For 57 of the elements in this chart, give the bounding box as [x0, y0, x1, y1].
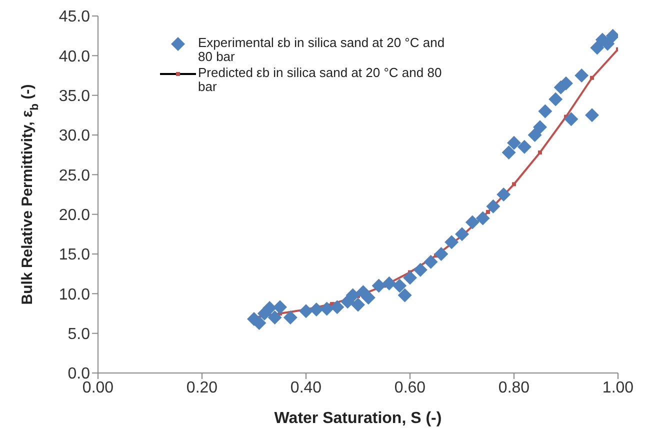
- point: [444, 235, 459, 250]
- y-tick-label: 40.0: [58, 48, 90, 66]
- y-tick-label: 15.0: [58, 246, 90, 264]
- point: [392, 278, 407, 293]
- y-tick-label: 5.0: [68, 326, 90, 344]
- x-tick-label: 0.20: [186, 379, 218, 396]
- point: [299, 304, 313, 318]
- point: [517, 140, 532, 154]
- point: [262, 300, 277, 315]
- x-tick-label: 0.80: [498, 379, 530, 396]
- point: [268, 310, 282, 324]
- point: [273, 300, 287, 314]
- point: [528, 128, 542, 142]
- point: [502, 145, 516, 160]
- point: [351, 298, 365, 312]
- point: [486, 210, 490, 214]
- point: [590, 40, 604, 55]
- point: [548, 92, 563, 106]
- point: [496, 188, 511, 202]
- point: [413, 262, 428, 277]
- point: [486, 199, 500, 214]
- point: [320, 302, 334, 316]
- x-tick-label: 0.60: [394, 379, 426, 396]
- point: [455, 227, 469, 242]
- y-tick-label: 25.0: [58, 167, 90, 184]
- point: [590, 76, 594, 80]
- point: [585, 108, 599, 122]
- point: [382, 276, 396, 290]
- x-axis-title: Water Saturation, S (-): [274, 410, 442, 427]
- x-tick-label: 1.00: [602, 379, 634, 396]
- point: [361, 290, 376, 305]
- point: [538, 150, 542, 154]
- point: [512, 182, 516, 186]
- x-tick-label: 0.40: [290, 379, 322, 396]
- point: [372, 278, 386, 293]
- point: [465, 215, 480, 230]
- point: [533, 120, 547, 134]
- legend-label: Predicted εb in silica sand at 20 °C and 80 bar: [198, 65, 443, 94]
- point: [564, 112, 578, 126]
- y-tick-label: 35.0: [58, 88, 90, 106]
- point: [346, 288, 360, 302]
- point: [330, 300, 344, 314]
- point: [283, 310, 298, 324]
- point: [476, 211, 490, 226]
- point: [574, 68, 589, 82]
- point: [309, 302, 324, 317]
- point: [424, 254, 438, 269]
- point: [403, 270, 417, 285]
- point: [434, 247, 448, 261]
- point: [398, 288, 412, 302]
- point: [507, 136, 521, 150]
- point: [538, 104, 552, 118]
- y-tick-label: 30.0: [58, 128, 90, 145]
- y-tick-label: 45.0: [58, 8, 90, 26]
- legend-label: Experimental εb in silica sand at 20 °C and 80 bar: [198, 35, 446, 64]
- y-tick-label: 10.0: [58, 286, 90, 304]
- y-tick-label: 20.0: [58, 207, 90, 224]
